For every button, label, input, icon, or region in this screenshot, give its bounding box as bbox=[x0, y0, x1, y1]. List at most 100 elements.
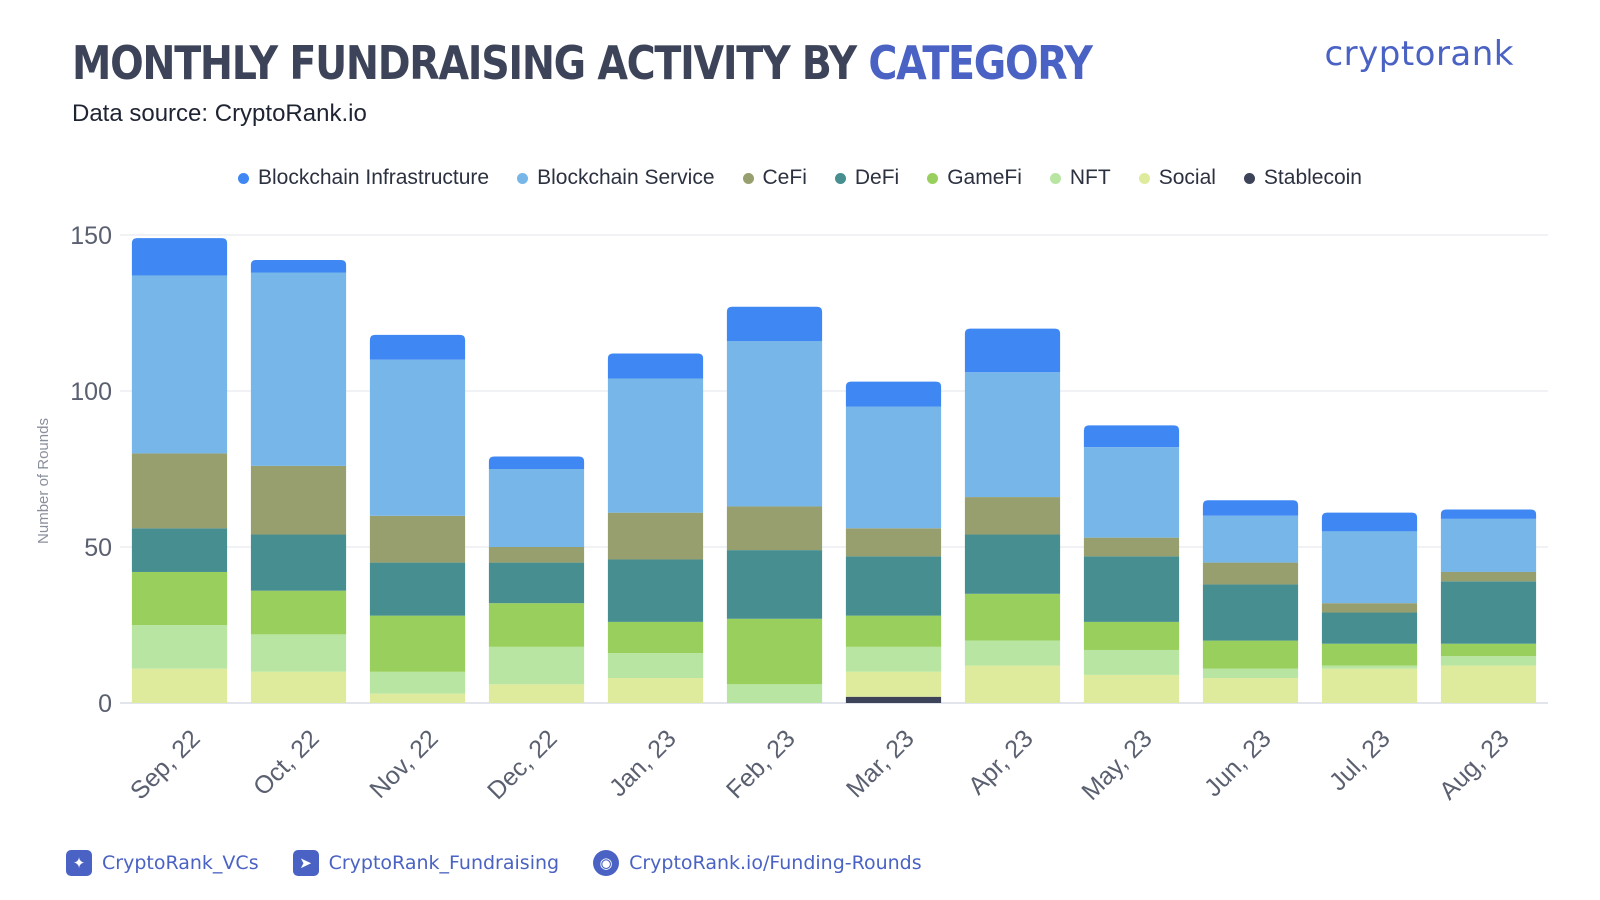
legend-dot-icon bbox=[1138, 172, 1150, 184]
bar-segment bbox=[1202, 584, 1299, 641]
bar-segment bbox=[369, 515, 466, 563]
bar-segment bbox=[1202, 500, 1299, 516]
globe-icon: ◉ bbox=[593, 850, 620, 876]
bar-segment bbox=[250, 272, 347, 466]
bar-segment bbox=[607, 653, 704, 679]
footer-link-twitter[interactable]: ✦ CryptoRank_VCs bbox=[66, 850, 259, 876]
bar-segment bbox=[1321, 643, 1418, 666]
bar-segment bbox=[369, 693, 466, 703]
chart-legend: Blockchain Infrastructure Blockchain Serv… bbox=[0, 166, 1600, 190]
bar-segment bbox=[964, 372, 1061, 498]
legend-item[interactable]: Social bbox=[1138, 166, 1216, 190]
legend-item[interactable]: CeFi bbox=[742, 166, 807, 190]
bar-segment bbox=[726, 506, 823, 551]
bar-segment bbox=[726, 618, 823, 685]
legend-item[interactable]: GameFi bbox=[927, 166, 1022, 190]
bar-segment bbox=[607, 512, 704, 560]
bar-segment bbox=[1083, 447, 1180, 538]
legend-label: Blockchain Infrastructure bbox=[257, 166, 490, 189]
bar-segment bbox=[607, 621, 704, 654]
bar-segment bbox=[1321, 603, 1418, 613]
legend-label: NFT bbox=[1069, 166, 1111, 189]
bar-segment bbox=[250, 671, 347, 703]
bar-segment bbox=[131, 453, 228, 529]
bar-segment bbox=[1321, 668, 1418, 703]
bar-segment bbox=[845, 696, 942, 703]
x-tick-label: Jan, 23 bbox=[604, 724, 682, 802]
bar-segment bbox=[131, 668, 228, 703]
legend-label: Stablecoin bbox=[1263, 166, 1362, 189]
cryptorank-logo: cryptorank bbox=[1324, 34, 1514, 74]
bar-segment bbox=[845, 671, 942, 697]
bar-segment bbox=[1440, 571, 1537, 582]
bar-segment bbox=[131, 528, 228, 572]
y-tick-label: 0 bbox=[98, 690, 112, 718]
legend-item[interactable]: NFT bbox=[1049, 166, 1111, 190]
bar-segment bbox=[607, 559, 704, 622]
telegram-icon: ➤ bbox=[292, 850, 319, 876]
x-tick-label: Sep, 22 bbox=[125, 724, 206, 805]
bar-segment bbox=[1202, 668, 1299, 679]
x-tick-label: Feb, 23 bbox=[721, 724, 801, 804]
x-tick-label: Jul, 23 bbox=[1324, 724, 1396, 796]
bar-segment bbox=[845, 381, 942, 407]
legend-dot-icon bbox=[1049, 172, 1061, 184]
legend-label: Social bbox=[1158, 166, 1216, 189]
legend-item[interactable]: Blockchain Infrastructure bbox=[237, 166, 490, 190]
bar-segment bbox=[1083, 556, 1180, 622]
bar-segment bbox=[1083, 621, 1180, 650]
x-tick-label: May, 23 bbox=[1076, 724, 1157, 805]
bar-segment bbox=[1083, 649, 1180, 675]
bar-segment bbox=[1321, 512, 1418, 532]
bar-segment bbox=[1440, 518, 1537, 572]
bar-segment bbox=[845, 528, 942, 557]
bar-segment bbox=[1321, 665, 1418, 669]
footer-link-label: CryptoRank_Fundraising bbox=[328, 852, 560, 874]
bar-segment bbox=[964, 534, 1061, 594]
bar-segment bbox=[845, 615, 942, 647]
bar-segment bbox=[488, 562, 585, 604]
bar-segment bbox=[1440, 509, 1537, 519]
footer-link-telegram[interactable]: ➤ CryptoRank_Fundraising bbox=[292, 850, 560, 876]
bar-segment bbox=[488, 469, 585, 547]
bar-segment bbox=[607, 378, 704, 513]
x-tick-label: Nov, 22 bbox=[364, 724, 443, 803]
legend-label: Blockchain Service bbox=[537, 166, 715, 189]
x-tick-label: Jun, 23 bbox=[1199, 724, 1277, 802]
x-tick-label: Oct, 22 bbox=[248, 724, 325, 801]
legend-item[interactable]: Stablecoin bbox=[1243, 166, 1362, 190]
bar-segment bbox=[964, 593, 1061, 641]
x-tick-label: Mar, 23 bbox=[841, 724, 920, 803]
footer-link-website[interactable]: ◉ CryptoRank.io/Funding-Rounds bbox=[593, 850, 922, 876]
y-tick-label: 100 bbox=[70, 378, 112, 406]
legend-item[interactable]: Blockchain Service bbox=[517, 166, 715, 190]
bar-segment bbox=[369, 334, 466, 360]
x-tick-label: Aug, 23 bbox=[1434, 724, 1515, 805]
bar-segment bbox=[131, 571, 228, 625]
bar-segment bbox=[1202, 678, 1299, 703]
bar-segment bbox=[964, 497, 1061, 535]
legend-dot-icon bbox=[927, 172, 939, 184]
bar-segment bbox=[488, 684, 585, 703]
bar-segment bbox=[488, 547, 585, 563]
bar-segment bbox=[488, 603, 585, 647]
bar-segment bbox=[250, 465, 347, 535]
legend-label: GameFi bbox=[947, 166, 1022, 189]
legend-dot-icon bbox=[517, 172, 529, 184]
bar-segment bbox=[250, 634, 347, 672]
bar-segment bbox=[964, 640, 1061, 666]
bar-segment bbox=[1202, 515, 1299, 563]
legend-dot-icon bbox=[834, 172, 846, 184]
bar-segment bbox=[250, 259, 347, 273]
bar-segment bbox=[1440, 643, 1537, 657]
bar-segment bbox=[131, 625, 228, 669]
bar-segment bbox=[488, 456, 585, 469]
x-tick-label: Apr, 23 bbox=[963, 724, 1039, 800]
bar-segment bbox=[1440, 581, 1537, 644]
legend-item[interactable]: DeFi bbox=[834, 166, 899, 190]
y-tick-label: 50 bbox=[84, 534, 112, 562]
footer-links: ✦ CryptoRank_VCs ➤ CryptoRank_Fundraisin… bbox=[66, 850, 956, 876]
bar-segment bbox=[369, 359, 466, 516]
bar-segment bbox=[845, 556, 942, 616]
